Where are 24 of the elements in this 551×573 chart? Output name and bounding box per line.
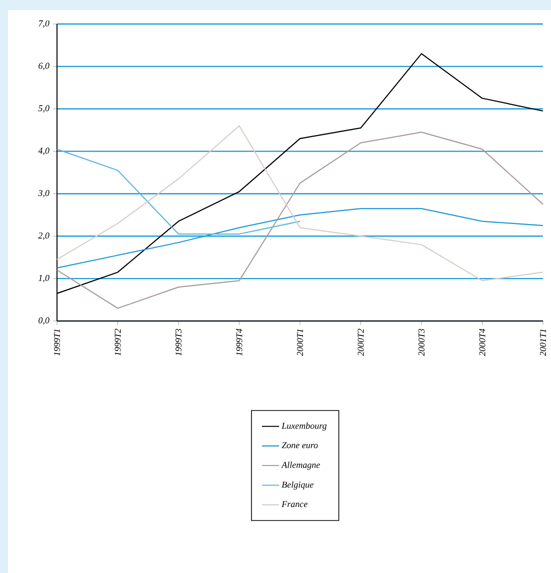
y-tick-label: 3,0 [38,190,50,198]
legend-label: Belgique [282,481,314,490]
x-tick-label: 1999T1 [54,330,60,356]
y-tick-label: 4,0 [38,148,50,155]
legend-label: Allemagne [281,462,320,470]
x-tick-label: 2000T3 [418,328,425,356]
y-tick-label: 7,0 [38,20,50,28]
x-tick-label: 2000T1 [296,330,304,356]
y-tick-label: 5,0 [38,105,50,113]
x-tick-label: 1999T4 [236,328,242,356]
legend-label: Luxembourg [282,422,327,431]
line-series [56,148,301,235]
y-tick-label: 1,0 [38,274,50,282]
x-tick-label: 1999T2 [114,328,121,356]
legend-label: Zone euro [282,442,318,448]
x-tick-label: 2001T1 [540,330,546,356]
y-tick-label: 2,0 [38,232,50,240]
x-tick-label: 2000T2 [358,328,364,356]
line-series [56,132,544,309]
x-tick-label: 1999T3 [175,328,182,356]
legend-label: France [282,501,308,508]
y-tick-label: 0,0 [38,317,50,325]
y-tick-label: 6,0 [38,62,50,70]
x-tick-label: 2000T4 [479,328,486,356]
